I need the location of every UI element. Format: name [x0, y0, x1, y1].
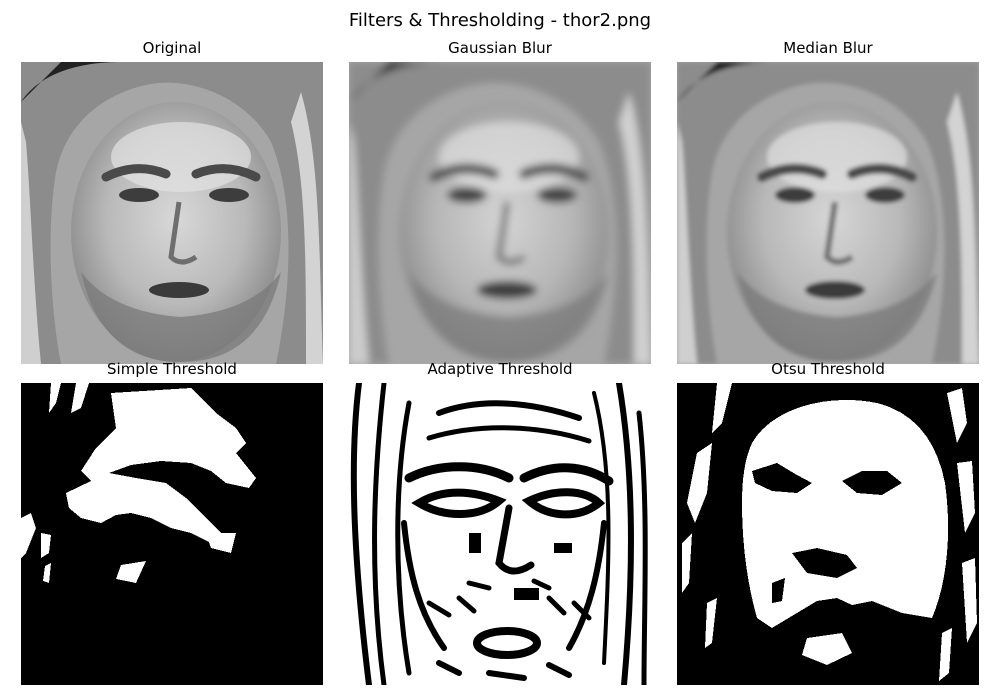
panel-otsu-threshold: Otsu Threshold [677, 360, 979, 685]
gaussian-blur-image [349, 62, 651, 364]
otsu-threshold-image [677, 383, 979, 685]
panel-title: Median Blur [783, 39, 873, 57]
panel-title: Otsu Threshold [771, 360, 885, 378]
panel-title: Simple Threshold [107, 360, 237, 378]
panel-title: Gaussian Blur [448, 39, 552, 57]
adaptive-threshold-image [349, 383, 651, 685]
original-image [21, 62, 323, 364]
panel-median-blur: Median Blur [677, 39, 979, 364]
panel-title: Adaptive Threshold [427, 360, 573, 378]
figure-title: Filters & Thresholding - thor2.png [348, 10, 652, 31]
simple-threshold-image [21, 383, 323, 685]
panel-adaptive-threshold: Adaptive Threshold [349, 360, 651, 685]
panel-original: Original [21, 39, 323, 364]
panel-gaussian-blur: Gaussian Blur [349, 39, 651, 364]
panel-title: Original [142, 39, 202, 57]
panel-simple-threshold: Simple Threshold [21, 360, 323, 685]
median-blur-image [677, 62, 979, 364]
